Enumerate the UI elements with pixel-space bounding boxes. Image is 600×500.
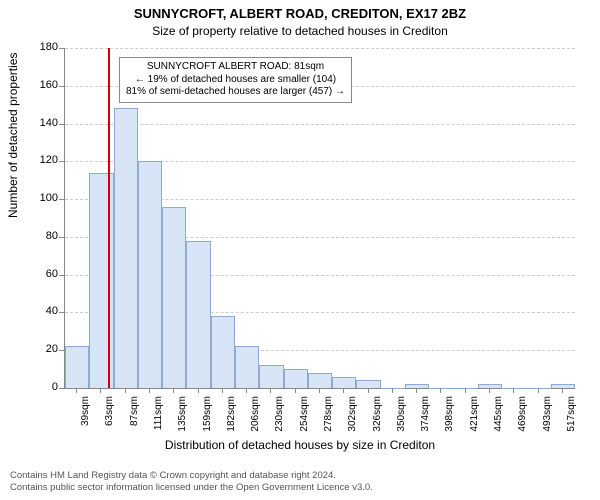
- x-tick-mark: [173, 388, 174, 393]
- y-tick-label: 100: [28, 192, 58, 204]
- histogram-bar: [138, 161, 162, 388]
- y-tick-label: 140: [28, 117, 58, 129]
- annotation-line: SUNNYCROFT ALBERT ROAD: 81sqm: [126, 61, 345, 74]
- x-axis-label: Distribution of detached houses by size …: [0, 438, 600, 452]
- y-tick-label: 60: [28, 268, 58, 280]
- y-tick-label: 0: [28, 381, 58, 393]
- chart-title-primary: SUNNYCROFT, ALBERT ROAD, CREDITON, EX17 …: [0, 6, 600, 21]
- gridline: [65, 124, 575, 125]
- histogram-bar: [356, 380, 380, 388]
- x-tick-mark: [489, 388, 490, 393]
- histogram-bar: [259, 365, 283, 388]
- footer-attribution: Contains HM Land Registry data © Crown c…: [10, 470, 373, 494]
- y-tick-label: 40: [28, 305, 58, 317]
- histogram-bar: [186, 241, 210, 388]
- histogram-bar: [284, 369, 308, 388]
- x-tick-mark: [246, 388, 247, 393]
- x-tick-mark: [222, 388, 223, 393]
- chart-container: SUNNYCROFT, ALBERT ROAD, CREDITON, EX17 …: [0, 0, 600, 500]
- histogram-bar: [162, 207, 186, 388]
- annotation-line: ← 19% of detached houses are smaller (10…: [126, 74, 345, 87]
- x-tick-mark: [76, 388, 77, 393]
- x-tick-mark: [100, 388, 101, 393]
- gridline: [65, 48, 575, 49]
- x-tick-mark: [538, 388, 539, 393]
- histogram-bar: [211, 316, 235, 388]
- histogram-bar: [332, 377, 356, 388]
- y-axis-label: Number of detached properties: [6, 53, 20, 218]
- y-tick-label: 80: [28, 230, 58, 242]
- x-tick-mark: [198, 388, 199, 393]
- marker-line: [108, 48, 110, 388]
- histogram-bar: [65, 346, 89, 388]
- histogram-bar: [89, 173, 113, 388]
- y-tick-label: 120: [28, 154, 58, 166]
- x-tick-mark: [295, 388, 296, 393]
- x-tick-mark: [465, 388, 466, 393]
- footer-line-2: Contains public sector information licen…: [10, 482, 373, 494]
- x-tick-mark: [149, 388, 150, 393]
- x-tick-mark: [125, 388, 126, 393]
- annotation-box: SUNNYCROFT ALBERT ROAD: 81sqm← 19% of de…: [119, 57, 352, 103]
- x-tick-mark: [562, 388, 563, 393]
- x-tick-mark: [343, 388, 344, 393]
- histogram-bar: [551, 384, 575, 388]
- histogram-bar: [405, 384, 429, 388]
- y-tick-label: 20: [28, 343, 58, 355]
- x-tick-mark: [392, 388, 393, 393]
- x-tick-mark: [440, 388, 441, 393]
- x-tick-mark: [368, 388, 369, 393]
- chart-title-secondary: Size of property relative to detached ho…: [0, 24, 600, 38]
- footer-line-1: Contains HM Land Registry data © Crown c…: [10, 470, 373, 482]
- x-tick-mark: [270, 388, 271, 393]
- plot-area: SUNNYCROFT ALBERT ROAD: 81sqm← 19% of de…: [64, 48, 575, 389]
- y-tick-label: 160: [28, 79, 58, 91]
- x-tick-mark: [319, 388, 320, 393]
- y-tick-label: 180: [28, 41, 58, 53]
- x-tick-mark: [513, 388, 514, 393]
- annotation-line: 81% of semi-detached houses are larger (…: [126, 86, 345, 99]
- x-tick-mark: [416, 388, 417, 393]
- histogram-bar: [308, 373, 332, 388]
- histogram-bar: [114, 108, 138, 388]
- histogram-bar: [235, 346, 259, 388]
